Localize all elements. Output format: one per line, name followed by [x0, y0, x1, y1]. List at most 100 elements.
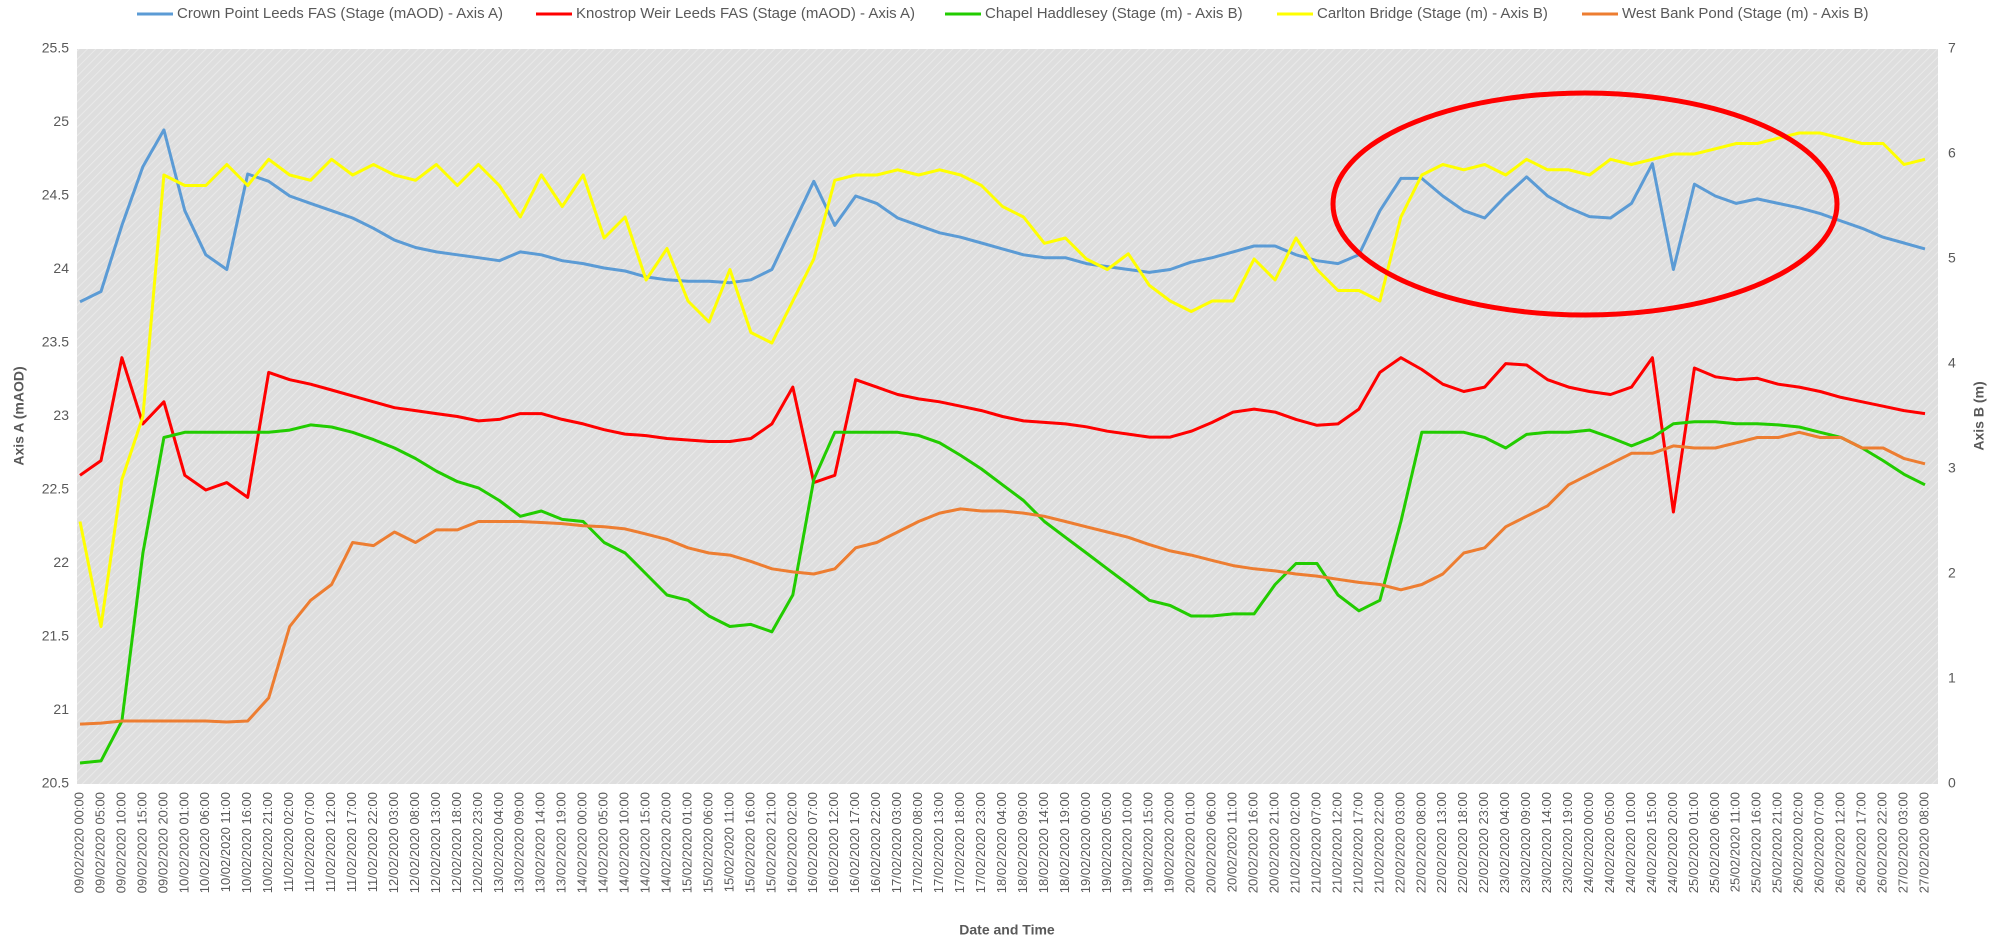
x-tick-label: 14/02/2020 05:00 — [596, 792, 611, 893]
x-tick-label: 17/02/2020 03:00 — [889, 792, 904, 893]
x-tick-label: 21/02/2020 02:00 — [1287, 792, 1302, 893]
y-tick-label: 24.5 — [42, 187, 69, 203]
x-tick-label: 17/02/2020 18:00 — [952, 792, 967, 893]
x-tick-label: 18/02/2020 09:00 — [1015, 792, 1030, 893]
x-tick-label: 25/02/2020 11:00 — [1728, 792, 1743, 892]
x-tick-label: 18/02/2020 04:00 — [994, 792, 1009, 893]
x-tick-label: 24/02/2020 15:00 — [1644, 792, 1659, 893]
y2-axis-title: Axis B (m) — [1971, 381, 1987, 450]
x-tick-label: 25/02/2020 01:00 — [1686, 792, 1701, 893]
x-tick-label: 10/02/2020 21:00 — [260, 792, 275, 893]
x-tick-label: 13/02/2020 04:00 — [491, 792, 506, 893]
legend-text: West Bank Pond (Stage (m) - Axis B) — [1622, 5, 1868, 22]
x-tick-label: 21/02/2020 22:00 — [1371, 792, 1386, 893]
x-tick-label: 15/02/2020 21:00 — [763, 792, 778, 893]
series-lines — [78, 128, 1926, 765]
x-tick-label: 13/02/2020 14:00 — [533, 792, 548, 893]
x-tick-label: 11/02/2020 12:00 — [323, 792, 338, 892]
x-tick-label: 23/02/2020 09:00 — [1518, 792, 1533, 893]
x-tick-label: 16/02/2020 02:00 — [784, 792, 799, 893]
x-tick-label: 23/02/2020 19:00 — [1560, 792, 1575, 893]
x-tick-label: 09/02/2020 20:00 — [155, 792, 170, 893]
x-tick-label: 24/02/2020 05:00 — [1602, 792, 1617, 893]
x-tick-label: 19/02/2020 05:00 — [1099, 792, 1114, 893]
x-tick-label: 10/02/2020 01:00 — [176, 792, 191, 893]
x-tick-label: 12/02/2020 08:00 — [407, 792, 422, 893]
x-tick-label: 12/02/2020 03:00 — [386, 792, 401, 893]
legend-text: Knostrop Weir Leeds FAS (Stage (mAOD) - … — [576, 5, 915, 22]
x-tick-label: 22/02/2020 23:00 — [1476, 792, 1491, 893]
y-tick-label: 25.5 — [42, 40, 69, 56]
x-tick-label: 11/02/2020 17:00 — [344, 792, 359, 892]
x-tick-label: 25/02/2020 21:00 — [1770, 792, 1785, 893]
x-tick-label: 10/02/2020 16:00 — [239, 792, 254, 893]
series-line — [79, 420, 1926, 765]
x-tick-label: 10/02/2020 06:00 — [197, 792, 212, 893]
x-tick-label: 10/02/2020 11:00 — [218, 792, 233, 892]
x-tick-label: 20/02/2020 16:00 — [1246, 792, 1261, 893]
x-tick-label: 16/02/2020 22:00 — [868, 792, 883, 893]
legend-text: Chapel Haddlesey (Stage (m) - Axis B) — [985, 5, 1243, 22]
x-tick-label: 22/02/2020 13:00 — [1434, 792, 1449, 893]
x-tick-label: 21/02/2020 12:00 — [1329, 792, 1344, 893]
y-tick-label: 23.5 — [42, 334, 69, 350]
x-tick-label: 14/02/2020 00:00 — [575, 792, 590, 893]
x-tick-label: 24/02/2020 00:00 — [1581, 792, 1596, 893]
x-tick-label: 23/02/2020 04:00 — [1497, 792, 1512, 893]
x-tick-label: 18/02/2020 14:00 — [1036, 792, 1051, 893]
y-tick-label: 22 — [53, 554, 69, 570]
x-tick-label: 27/02/2020 08:00 — [1916, 792, 1931, 893]
x-tick-label: 22/02/2020 03:00 — [1392, 792, 1407, 893]
x-tick-label: 09/02/2020 15:00 — [134, 792, 149, 893]
x-tick-label: 11/02/2020 07:00 — [302, 792, 317, 892]
x-tick-label: 26/02/2020 12:00 — [1833, 792, 1848, 893]
series-line — [79, 356, 1926, 514]
x-tick-label: 17/02/2020 08:00 — [910, 792, 925, 893]
x-tick-label: 15/02/2020 11:00 — [721, 792, 736, 892]
series-line — [79, 128, 1926, 304]
x-tick-label: 26/02/2020 02:00 — [1791, 792, 1806, 893]
x-tick-label: 26/02/2020 22:00 — [1875, 792, 1890, 893]
x-tick-label: 19/02/2020 20:00 — [1162, 792, 1177, 893]
series-line — [78, 131, 1926, 628]
x-tick-label: 24/02/2020 10:00 — [1623, 792, 1638, 893]
x-tick-label: 16/02/2020 07:00 — [805, 792, 820, 893]
x-tick-label: 26/02/2020 07:00 — [1812, 792, 1827, 893]
x-tick-label: 19/02/2020 15:00 — [1141, 792, 1156, 893]
x-tick-label: 14/02/2020 20:00 — [658, 792, 673, 893]
x-tick-label: 09/02/2020 05:00 — [92, 792, 107, 893]
legend-text: Carlton Bridge (Stage (m) - Axis B) — [1317, 5, 1548, 22]
y-tick-label: 20.5 — [42, 775, 69, 791]
x-tick-label: 11/02/2020 02:00 — [281, 792, 296, 892]
legend-text: Crown Point Leeds FAS (Stage (mAOD) - Ax… — [177, 5, 503, 22]
x-tick-label: 17/02/2020 23:00 — [973, 792, 988, 893]
x-tick-label: 12/02/2020 23:00 — [470, 792, 485, 893]
x-tick-label: 15/02/2020 01:00 — [679, 792, 694, 893]
x-tick-label: 23/02/2020 14:00 — [1539, 792, 1554, 893]
x-tick-label: 20/02/2020 01:00 — [1183, 792, 1198, 893]
y2-tick-label: 1 — [1948, 670, 1956, 686]
series-line — [79, 430, 1926, 726]
y2-tick-label: 0 — [1948, 775, 1956, 791]
x-tick-label: 12/02/2020 18:00 — [449, 792, 464, 893]
x-tick-label: 21/02/2020 17:00 — [1350, 792, 1365, 893]
y-tick-label: 24 — [53, 260, 69, 276]
x-tick-label: 14/02/2020 10:00 — [617, 792, 632, 893]
y-tick-label: 23 — [53, 407, 69, 423]
x-axis-title: Date and Time — [959, 922, 1055, 938]
x-tick-label: 11/02/2020 22:00 — [365, 792, 380, 892]
x-tick-label: 16/02/2020 12:00 — [826, 792, 841, 893]
x-tick-label: 13/02/2020 09:00 — [512, 792, 527, 893]
x-tick-label: 19/02/2020 00:00 — [1078, 792, 1093, 893]
y-tick-label: 21 — [53, 701, 69, 717]
x-tick-label: 15/02/2020 06:00 — [700, 792, 715, 893]
x-tick-label: 14/02/2020 15:00 — [638, 792, 653, 893]
x-tick-label: 16/02/2020 17:00 — [847, 792, 862, 893]
x-tick-label: 25/02/2020 06:00 — [1707, 792, 1722, 893]
y-tick-label: 21.5 — [42, 628, 69, 644]
y2-tick-label: 4 — [1948, 355, 1956, 371]
x-tick-label: 20/02/2020 11:00 — [1225, 792, 1240, 892]
y-axis-title: Axis A (mAOD) — [11, 366, 27, 465]
x-tick-label: 21/02/2020 07:00 — [1308, 792, 1323, 893]
